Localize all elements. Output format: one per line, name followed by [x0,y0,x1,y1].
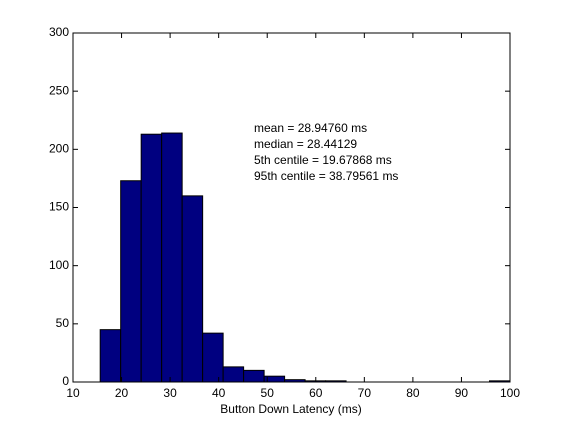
y-tick-label: 200 [49,142,69,156]
annotation: 5th centile = 19.67868 ms [254,153,392,167]
annotation: 95th centile = 38.79561 ms [254,169,398,183]
bar [99,329,122,383]
y-tick-label: 0 [62,374,69,388]
x-axis-label: Button Down Latency (ms) [220,402,361,416]
y-tick-label: 300 [49,25,69,39]
y-tick-label: 50 [56,316,70,330]
bar [202,332,224,383]
x-tick-label: 80 [406,386,420,400]
bar [243,369,265,383]
x-tick-label: 50 [261,386,275,400]
bar [222,366,245,383]
bar [120,180,142,383]
annotation: median = 28.44129 [254,137,357,151]
x-tick-label: 90 [455,386,469,400]
bar [140,133,163,383]
y-tick-label: 250 [49,83,69,97]
x-tick-label: 70 [358,386,372,400]
y-tick-label: 150 [49,200,69,214]
x-tick-label: 40 [212,386,226,400]
x-tick-label: 30 [163,386,177,400]
bar [161,132,183,383]
x-tick-label: 100 [500,386,520,400]
x-tick-label: 10 [66,386,80,400]
bar [181,195,204,383]
y-tick-label: 100 [49,258,69,272]
annotation: mean = 28.94760 ms [254,121,367,135]
x-tick-label: 60 [309,386,323,400]
x-tick-label: 20 [115,386,129,400]
